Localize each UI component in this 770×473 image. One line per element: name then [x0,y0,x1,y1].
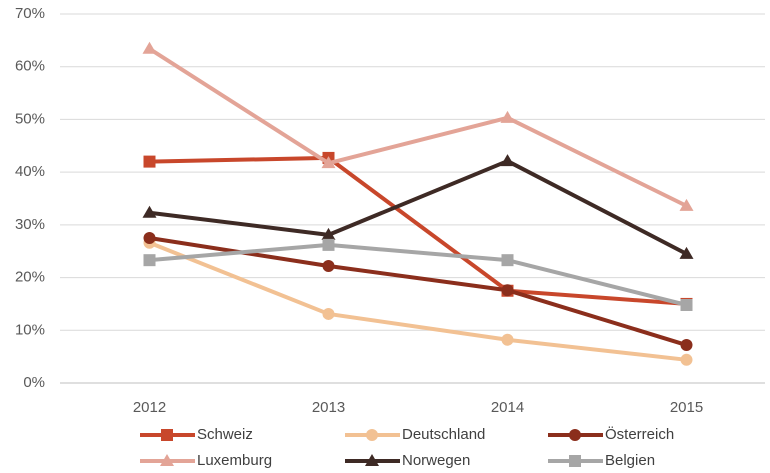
legend-marker [569,455,581,467]
y-tick-label: 50% [15,110,45,127]
marker [143,232,156,245]
marker [679,246,694,259]
y-tick-label: 0% [23,374,45,391]
series-line [149,242,687,307]
marker [321,227,336,240]
y-tick-label: 30% [15,216,45,233]
y-tick-label: 60% [15,58,45,75]
x-tick-label: 2015 [670,399,703,416]
legend-marker [569,429,581,441]
series-line [148,47,688,208]
marker [680,298,693,311]
legend-marker [160,454,174,466]
marker [322,259,335,272]
marker [321,156,336,169]
marker [500,110,515,123]
legend-label: Österreich [605,425,674,443]
legend-label: Luxemburg [197,452,272,469]
legend-marker [366,429,378,441]
series-line [149,155,687,306]
marker [501,333,514,346]
y-tick-label: 20% [15,269,45,286]
marker [322,307,335,320]
marker [501,284,514,297]
series-line [149,159,688,256]
marker [143,254,156,267]
marker [500,154,515,167]
y-tick-label: 10% [15,321,45,338]
legend-marker [365,454,379,466]
marker [680,353,693,366]
marker [501,254,514,267]
legend-label: Norwegen [402,452,470,469]
marker [679,198,694,211]
legend-label: Belgien [605,452,655,469]
x-tick-label: 2013 [312,399,345,416]
x-tick-label: 2014 [491,399,524,416]
marker [322,238,335,251]
marker [142,205,157,218]
series-line [148,240,687,362]
marker [680,339,693,352]
y-tick-label: 70% [15,5,45,22]
x-tick-label: 2012 [133,399,166,416]
legend-label: Deutschland [402,426,485,443]
marker [143,155,156,168]
legend-marker [161,429,173,441]
y-tick-label: 40% [15,163,45,180]
marker [142,41,157,54]
legend-label: Schweiz [197,426,253,443]
